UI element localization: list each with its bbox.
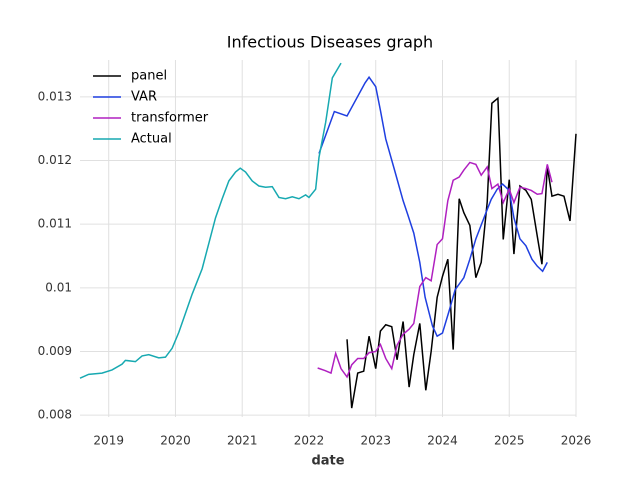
legend-label: transformer <box>131 111 209 126</box>
series-line <box>317 161 553 379</box>
x-tick-label: 2019 <box>93 434 124 448</box>
y-tick-label: 0.009 <box>38 344 72 358</box>
series-line <box>318 75 548 338</box>
y-tick-label: 0.012 <box>38 153 72 167</box>
x-tick-label: 2023 <box>360 434 391 448</box>
y-tick-label: 0.013 <box>38 89 72 103</box>
legend-label: VAR <box>131 90 157 105</box>
x-tick-label: 2024 <box>427 434 458 448</box>
x-tick-label: 2020 <box>160 434 191 448</box>
x-tick-label: 2021 <box>227 434 258 448</box>
y-tick-label: 0.01 <box>45 280 72 294</box>
series-line <box>346 96 577 409</box>
y-tick-label: 0.011 <box>38 217 72 231</box>
legend-label: Actual <box>131 132 172 147</box>
chart-title: Infectious Diseases graph <box>227 33 433 52</box>
x-axis-label: date <box>311 454 344 469</box>
x-tick-label: 2022 <box>294 434 325 448</box>
x-tick-label: 2025 <box>494 434 525 448</box>
legend-label: panel <box>131 69 167 84</box>
series-line <box>79 62 342 379</box>
x-tick-label: 2026 <box>561 434 592 448</box>
y-tick-label: 0.008 <box>38 408 72 422</box>
